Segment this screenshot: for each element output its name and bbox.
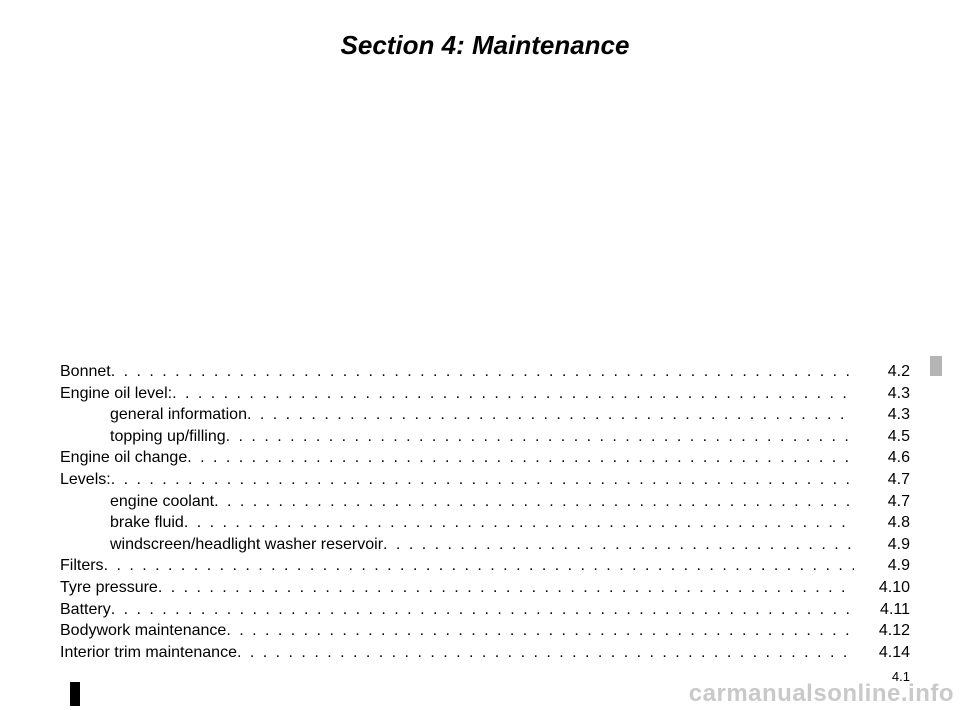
toc-label: general information — [110, 404, 247, 426]
toc-leader: . . . . . . . . . . . . . . . . . . . . … — [237, 642, 854, 664]
toc-label: Bonnet — [60, 361, 111, 383]
toc-label: Tyre pressure — [60, 577, 158, 599]
toc-leader: . . . . . . . . . . . . . . . . . . . . … — [104, 555, 854, 577]
page-title: Section 4: Maintenance — [60, 30, 910, 61]
toc-label: Battery — [60, 599, 111, 621]
toc-leader: . . . . . . . . . . . . . . . . . . . . … — [172, 383, 854, 405]
section-tab — [930, 356, 942, 376]
toc-row: Filters. . . . . . . . . . . . . . . . .… — [60, 555, 910, 577]
toc-leader: . . . . . . . . . . . . . . . . . . . . … — [184, 512, 854, 534]
toc-row: windscreen/headlight washer reservoir. .… — [60, 534, 910, 556]
toc-row: Battery. . . . . . . . . . . . . . . . .… — [60, 599, 910, 621]
watermark: carmanualsonline.info — [689, 680, 954, 708]
toc-leader: . . . . . . . . . . . . . . . . . . . . … — [111, 599, 854, 621]
toc-row: topping up/filling. . . . . . . . . . . … — [60, 426, 910, 448]
toc-leader: . . . . . . . . . . . . . . . . . . . . … — [226, 426, 854, 448]
toc-page-ref: 4.14 — [854, 642, 910, 664]
toc-label: Filters — [60, 555, 104, 577]
toc-row: Bodywork maintenance. . . . . . . . . . … — [60, 620, 910, 642]
toc-row: engine coolant. . . . . . . . . . . . . … — [60, 491, 910, 513]
toc-row: Engine oil level:. . . . . . . . . . . .… — [60, 383, 910, 405]
toc-row: Interior trim maintenance. . . . . . . .… — [60, 642, 910, 664]
toc-label: Engine oil change — [60, 447, 187, 469]
toc-leader: . . . . . . . . . . . . . . . . . . . . … — [226, 620, 854, 642]
toc-leader: . . . . . . . . . . . . . . . . . . . . … — [247, 404, 854, 426]
toc-leader: . . . . . . . . . . . . . . . . . . . . … — [158, 577, 854, 599]
toc-row: general information. . . . . . . . . . .… — [60, 404, 910, 426]
toc-leader: . . . . . . . . . . . . . . . . . . . . … — [383, 534, 854, 556]
toc-page-ref: 4.5 — [854, 426, 910, 448]
toc-label: Bodywork maintenance — [60, 620, 226, 642]
toc-page-ref: 4.7 — [854, 469, 910, 491]
toc-label: Interior trim maintenance — [60, 642, 237, 664]
toc-row: brake fluid. . . . . . . . . . . . . . .… — [60, 512, 910, 534]
toc-page-ref: 4.2 — [854, 361, 910, 383]
toc-label: Levels: — [60, 469, 111, 491]
toc-label: windscreen/headlight washer reservoir — [110, 534, 383, 556]
page-container: Section 4: Maintenance Bonnet. . . . . .… — [0, 0, 960, 710]
toc-row: Tyre pressure. . . . . . . . . . . . . .… — [60, 577, 910, 599]
toc-leader: . . . . . . . . . . . . . . . . . . . . … — [187, 447, 854, 469]
toc-leader: . . . . . . . . . . . . . . . . . . . . … — [111, 361, 854, 383]
toc-page-ref: 4.6 — [854, 447, 910, 469]
toc-page-ref: 4.3 — [854, 383, 910, 405]
toc-page-ref: 4.3 — [854, 404, 910, 426]
toc-page-ref: 4.10 — [854, 577, 910, 599]
table-of-contents: Bonnet. . . . . . . . . . . . . . . . . … — [60, 361, 910, 663]
toc-leader: . . . . . . . . . . . . . . . . . . . . … — [111, 469, 854, 491]
toc-page-ref: 4.9 — [854, 534, 910, 556]
toc-row: Bonnet. . . . . . . . . . . . . . . . . … — [60, 361, 910, 383]
toc-label: engine coolant — [110, 491, 214, 513]
toc-page-ref: 4.7 — [854, 491, 910, 513]
toc-page-ref: 4.11 — [854, 599, 910, 621]
toc-page-ref: 4.12 — [854, 620, 910, 642]
toc-label: Engine oil level: — [60, 383, 172, 405]
toc-page-ref: 4.8 — [854, 512, 910, 534]
footer-mark — [70, 682, 80, 706]
toc-page-ref: 4.9 — [854, 555, 910, 577]
toc-row: Levels:. . . . . . . . . . . . . . . . .… — [60, 469, 910, 491]
toc-leader: . . . . . . . . . . . . . . . . . . . . … — [214, 491, 854, 513]
toc-row: Engine oil change. . . . . . . . . . . .… — [60, 447, 910, 469]
toc-label: topping up/filling — [110, 426, 226, 448]
toc-label: brake fluid — [110, 512, 184, 534]
